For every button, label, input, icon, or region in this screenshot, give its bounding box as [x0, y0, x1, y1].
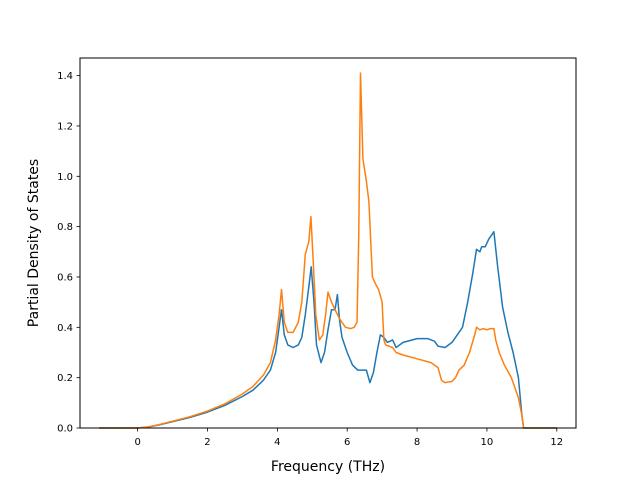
y-tick-label: 0.2	[57, 373, 73, 384]
plot-frame	[79, 57, 577, 429]
y-tick-label: 0.6	[57, 272, 73, 283]
x-tick-label: 0	[134, 437, 140, 448]
y-axis-label: Partial Density of States	[26, 159, 42, 327]
plot-area	[99, 72, 557, 429]
x-tick-label: 12	[550, 437, 563, 448]
series-line-2	[99, 72, 557, 429]
y-tick-label: 1.4	[57, 71, 73, 82]
y-tick-label: 1.2	[57, 121, 73, 132]
axis-ticks: 0 2 4 6 8 10 12 0.0 0.2 0.4 0.6 0.8 1.0 1.2 1.4	[57, 71, 563, 448]
y-tick-label: 0.0	[57, 424, 73, 435]
series-line-1	[99, 230, 557, 429]
y-tick-label: 1.0	[57, 172, 73, 183]
x-axis-label: Frequency (THz)	[271, 459, 385, 475]
x-tick-label: 8	[414, 437, 420, 448]
x-tick-label: 4	[274, 437, 280, 448]
x-tick-label: 10	[481, 437, 494, 448]
x-tick-label: 2	[204, 437, 210, 448]
x-tick-label: 6	[344, 437, 350, 448]
y-tick-label: 0.8	[57, 222, 73, 233]
y-tick-label: 0.4	[57, 323, 73, 334]
